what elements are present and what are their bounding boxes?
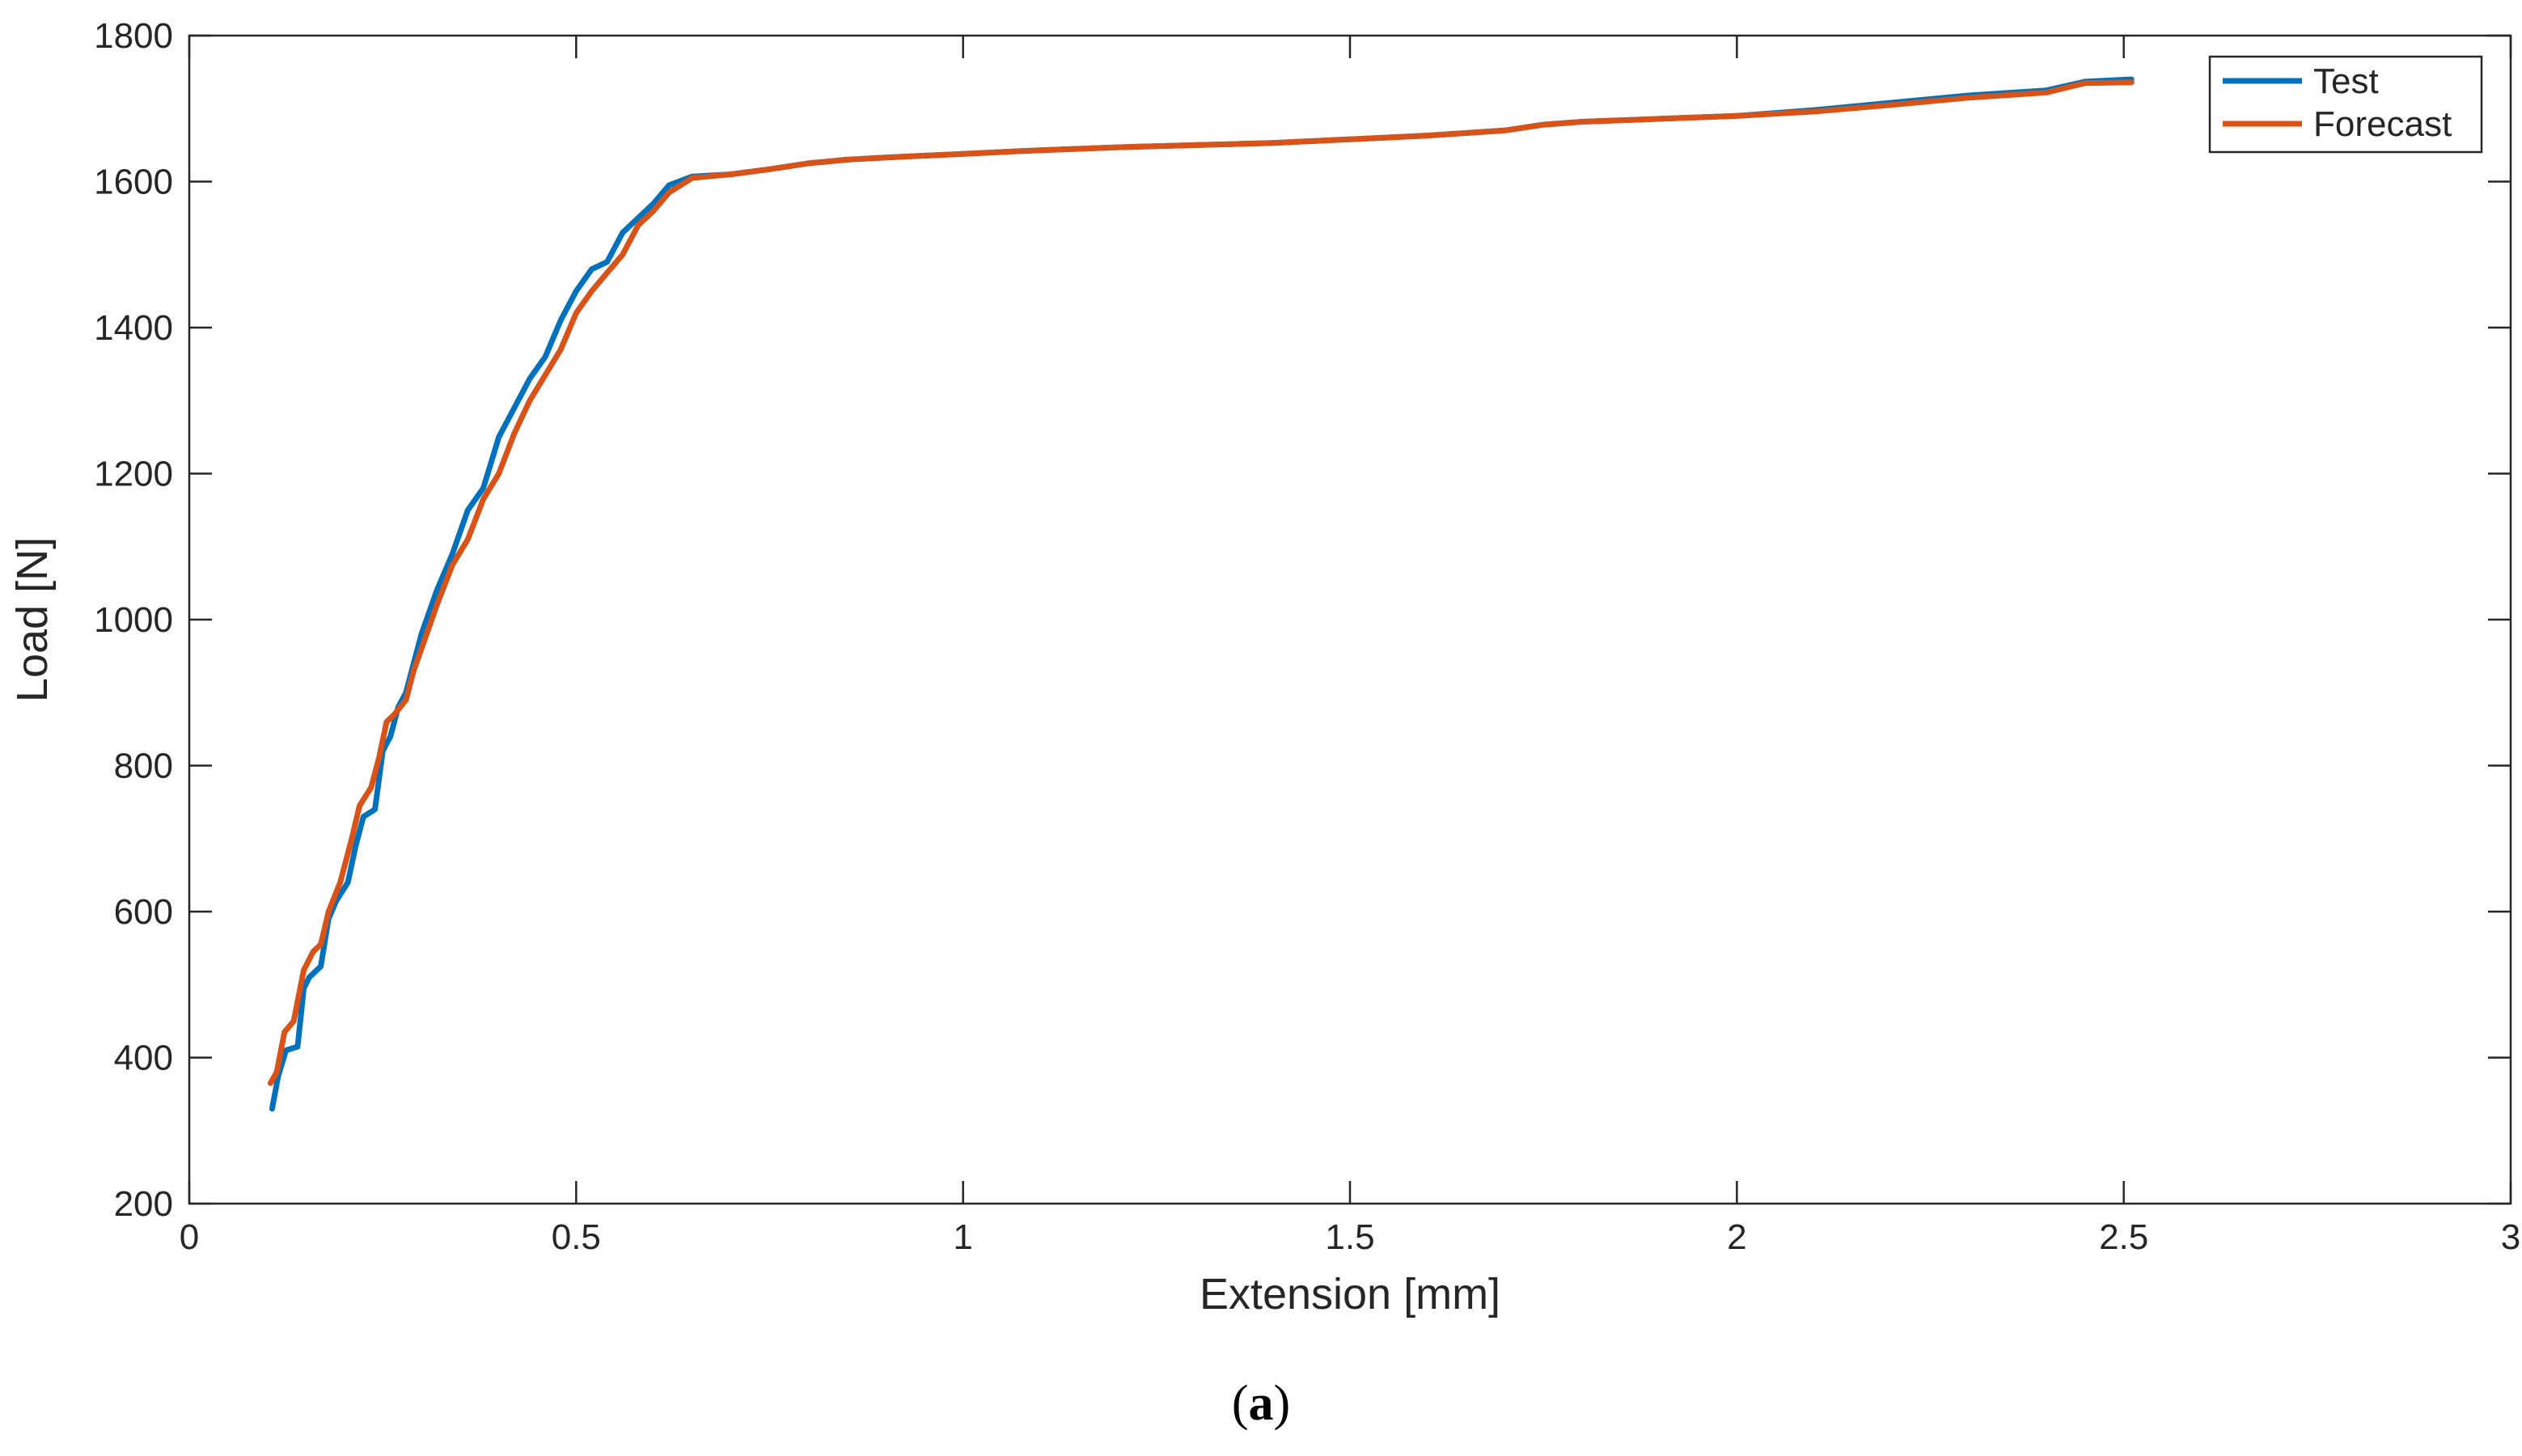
caption-close: )	[1273, 1376, 1291, 1431]
x-tick-label: 0.5	[552, 1217, 601, 1257]
y-tick-label: 1800	[94, 16, 173, 56]
y-tick-label: 600	[114, 892, 173, 932]
y-tick-label: 1000	[94, 600, 173, 640]
y-tick-label: 400	[114, 1039, 173, 1078]
legend-box	[2208, 55, 2483, 154]
legend-label-test: Test	[2313, 61, 2379, 101]
x-tick-labels: 0 0.5 1 1.5 2 2.5 3	[180, 1217, 2520, 1257]
y-tick-label: 200	[114, 1184, 173, 1224]
x-tick-label: 1	[953, 1217, 972, 1257]
legend-label-forecast: Forecast	[2313, 104, 2452, 144]
x-tick-label: 2	[1727, 1217, 1746, 1257]
x-axis-label: Extension [mm]	[1200, 1270, 1500, 1318]
x-tick-label: 1.5	[1325, 1217, 1374, 1257]
y-tick-label: 1400	[94, 308, 173, 348]
y-tick-label: 800	[114, 747, 173, 786]
y-axis-label: Load [N]	[8, 537, 57, 702]
y-tick-labels: 200 400 600 800 1000 1200 1400 1600 1800	[94, 16, 173, 1224]
ticks-layer	[188, 34, 2512, 1205]
x-tick-label: 0	[180, 1217, 199, 1257]
x-tick-label: 3	[2501, 1217, 2520, 1257]
y-tick-label: 1200	[94, 455, 173, 494]
figure-caption: (a)	[0, 1375, 2522, 1433]
series-layer	[267, 76, 2135, 1112]
y-tick-label: 1600	[94, 163, 173, 202]
caption-open: (	[1231, 1376, 1249, 1431]
plot-area	[189, 36, 2511, 1204]
x-tick-label: 2.5	[2099, 1217, 2148, 1257]
legend: Test Forecast	[2208, 55, 2483, 154]
series-line-forecast	[267, 79, 2135, 1086]
caption-letter: a	[1248, 1376, 1274, 1431]
